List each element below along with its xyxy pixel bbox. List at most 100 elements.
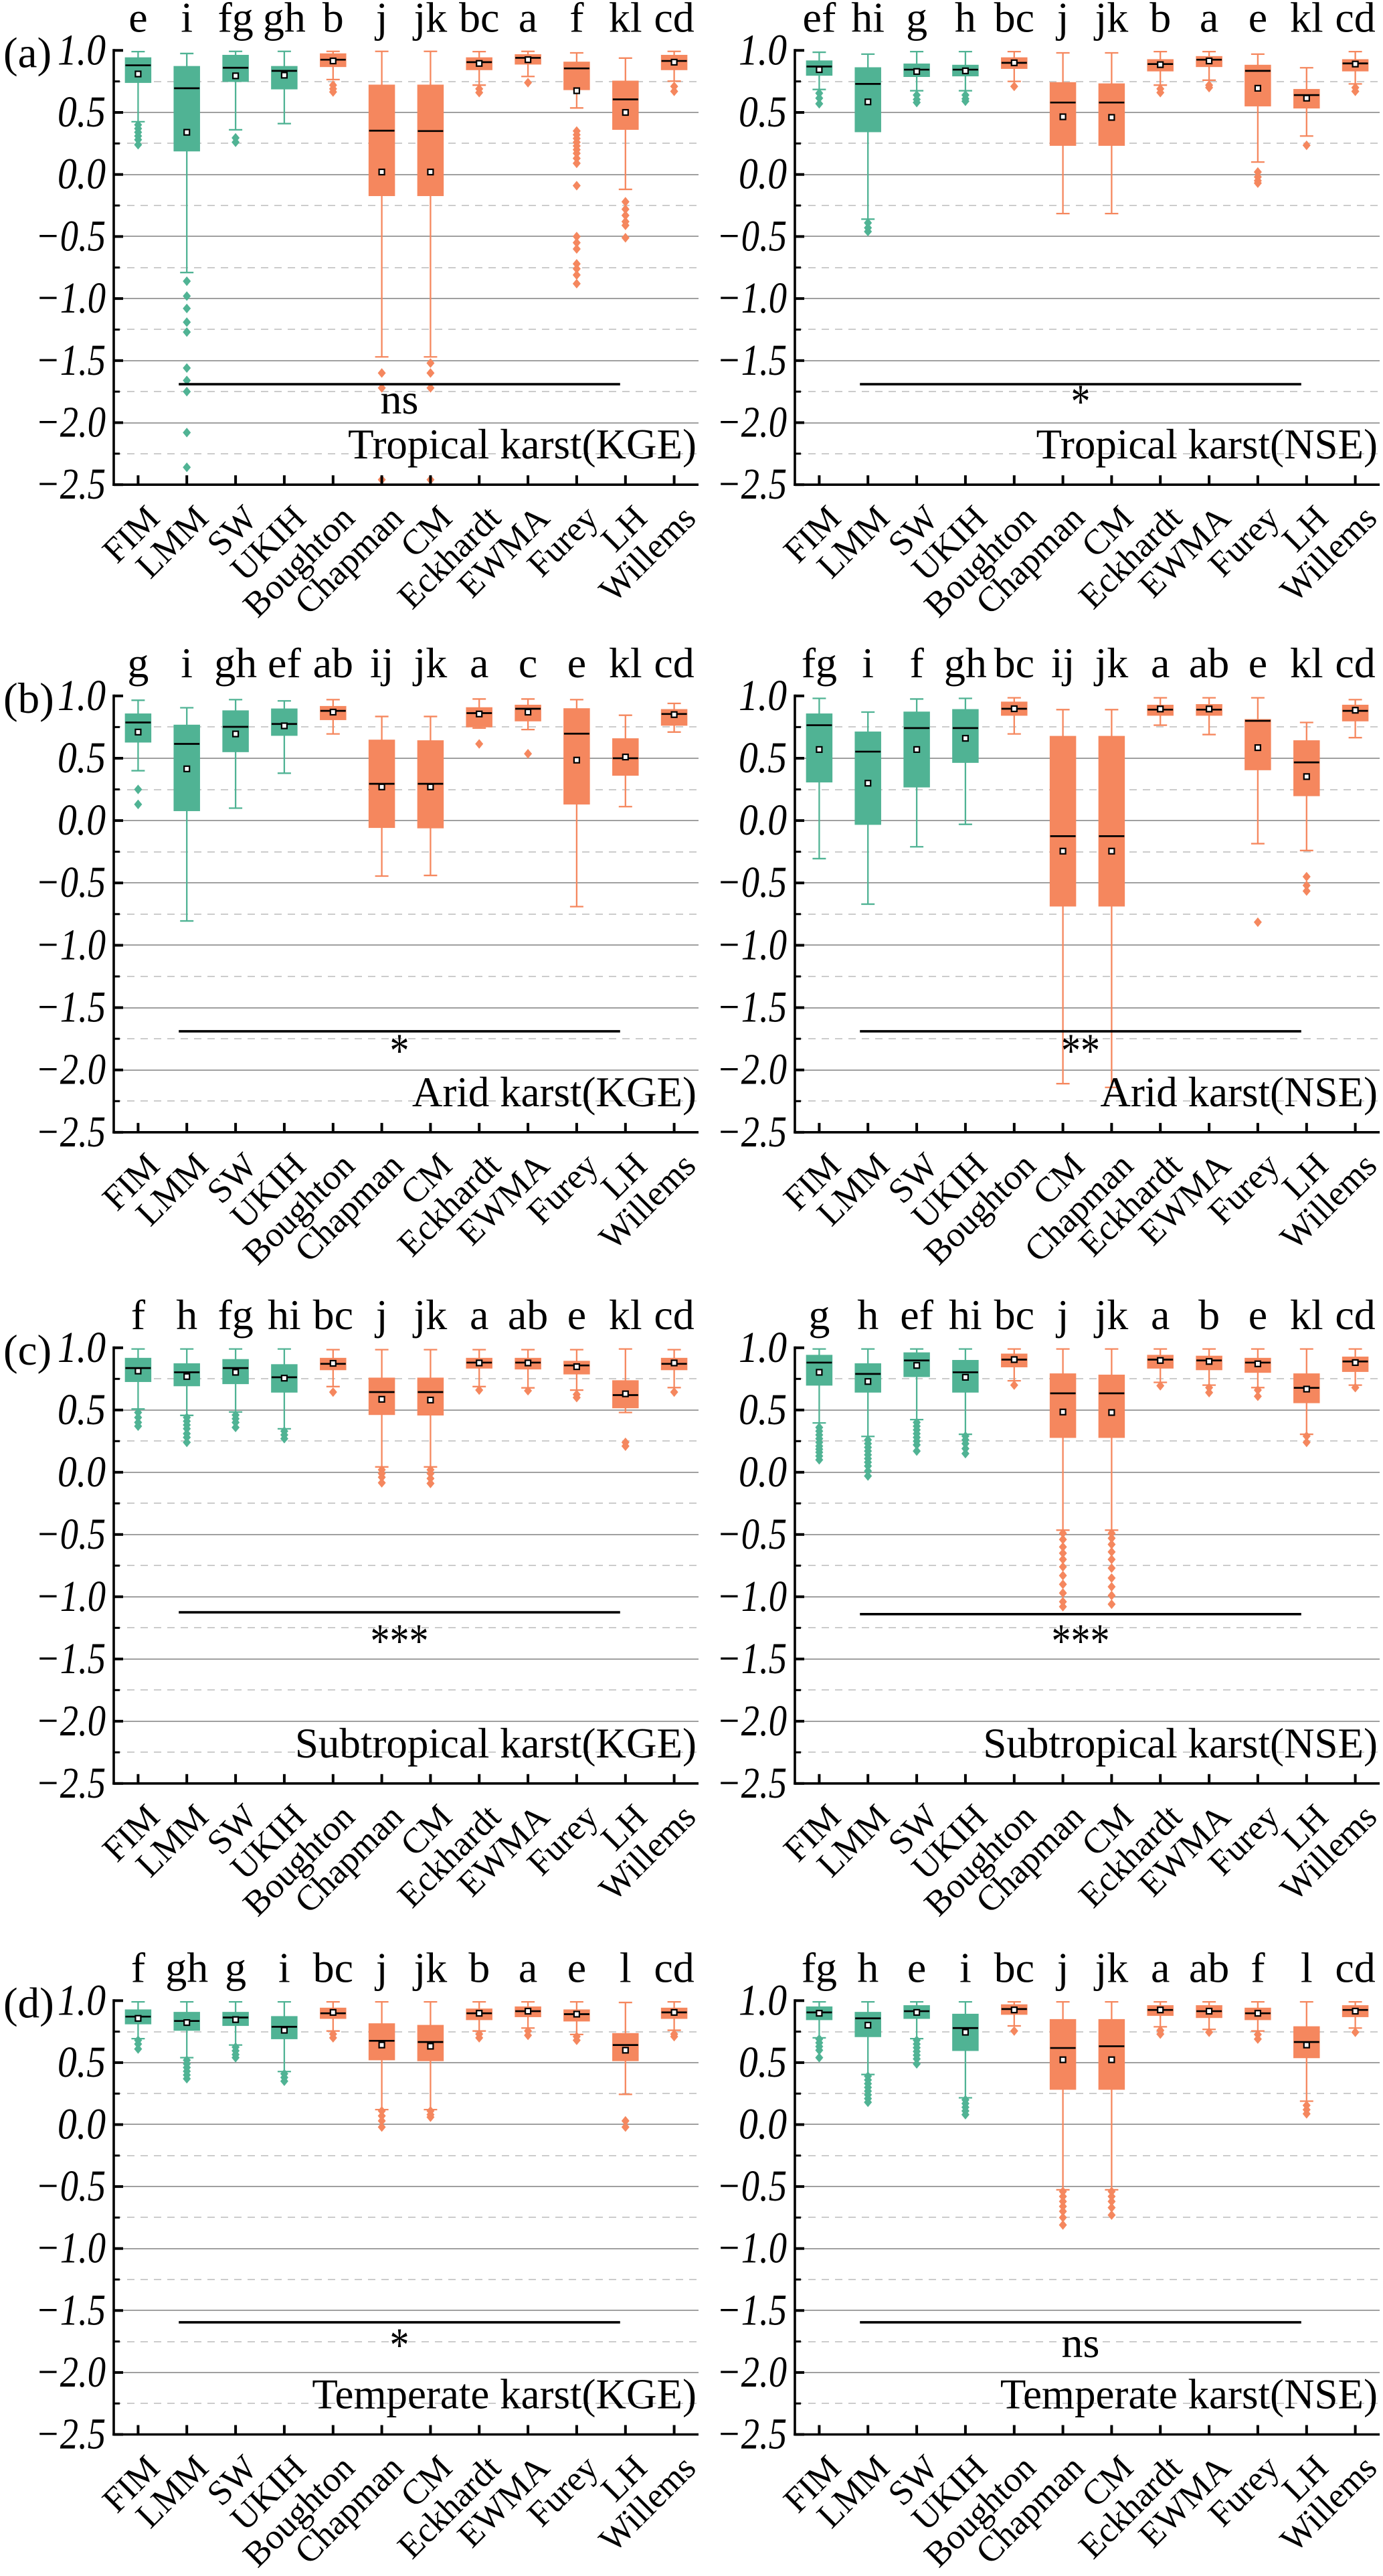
svg-text:−0.5: −0.5 [717,1510,787,1559]
svg-text:−0.5: −0.5 [717,2162,787,2211]
svg-text:0.0: 0.0 [58,1448,106,1496]
svg-text:−0.5: −0.5 [35,2162,106,2211]
svg-text:1.0: 1.0 [58,25,106,74]
svg-text:0.0: 0.0 [739,2100,787,2149]
svg-text:h: h [857,1291,879,1339]
svg-text:bc: bc [994,0,1034,41]
svg-text:a: a [1151,639,1170,687]
svg-text:(b): (b) [3,675,54,723]
svg-text:jk: jk [413,639,448,687]
svg-text:cd: cd [1335,1944,1375,1991]
svg-text:Arid karst(NSE): Arid karst(NSE) [1100,1069,1378,1116]
svg-text:bc: bc [313,1291,353,1339]
svg-text:−2.5: −2.5 [717,2410,787,2459]
svg-text:1.0: 1.0 [58,671,106,720]
svg-text:j: j [1056,0,1069,41]
svg-text:−0.5: −0.5 [35,858,106,907]
svg-text:0.5: 0.5 [58,88,106,137]
svg-text:ij: ij [370,639,394,687]
svg-text:cd: cd [1335,1291,1375,1339]
svg-text:bc: bc [459,0,499,41]
svg-text:i: i [181,0,193,41]
svg-text:1.0: 1.0 [739,25,787,74]
svg-text:b: b [1198,1291,1220,1339]
svg-text:g: g [127,639,149,687]
svg-text:ab: ab [508,1291,548,1339]
svg-text:e: e [1249,0,1267,41]
svg-text:*: * [390,2318,409,2372]
svg-text:−1.0: −1.0 [35,1572,106,1621]
svg-text:**: ** [1061,1024,1100,1078]
svg-text:e: e [567,639,586,687]
svg-text:a: a [470,1291,488,1339]
svg-text:bc: bc [313,1944,353,1991]
svg-text:h: h [176,1291,197,1339]
svg-text:−2.0: −2.0 [717,398,787,447]
svg-text:−0.5: −0.5 [717,211,787,260]
svg-text:1.0: 1.0 [739,1976,787,2025]
svg-text:f: f [131,1291,146,1339]
svg-text:−2.0: −2.0 [717,1697,787,1745]
svg-text:0.5: 0.5 [58,734,106,782]
svg-text:bc: bc [994,1944,1034,1991]
svg-text:−1.5: −1.5 [35,2286,106,2334]
svg-text:a: a [1151,1291,1170,1339]
svg-text:bc: bc [994,1291,1034,1339]
svg-text:kl: kl [1290,1291,1323,1339]
svg-text:***: *** [1052,1614,1110,1668]
svg-text:fg: fg [217,1291,253,1339]
svg-text:kl: kl [609,639,642,687]
svg-text:−1.0: −1.0 [717,274,787,323]
svg-text:ef: ef [803,0,836,41]
svg-text:gh: gh [944,639,987,687]
svg-text:ef: ef [268,639,301,687]
svg-text:Temperate karst(NSE): Temperate karst(NSE) [1000,2371,1378,2418]
svg-text:1.0: 1.0 [739,1323,787,1372]
svg-text:ab: ab [1189,1944,1229,1991]
svg-text:−2.5: −2.5 [35,1108,106,1156]
svg-text:0.5: 0.5 [58,1385,106,1434]
svg-text:j: j [375,0,388,41]
svg-text:i: i [278,1944,290,1991]
svg-text:a: a [470,639,488,687]
svg-text:e: e [1249,639,1267,687]
svg-text:jk: jk [413,1944,448,1991]
svg-text:1.0: 1.0 [58,1323,106,1372]
svg-text:g: g [225,1944,246,1991]
svg-text:ab: ab [313,639,353,687]
svg-text:kl: kl [609,0,642,41]
svg-text:−2.0: −2.0 [35,398,106,447]
svg-text:kl: kl [1290,639,1323,687]
svg-text:fg: fg [802,1944,837,1991]
svg-text:hi: hi [851,0,885,41]
svg-text:hi: hi [268,1291,301,1339]
svg-text:ns: ns [381,375,419,423]
svg-text:0.5: 0.5 [739,2038,787,2087]
svg-text:−1.0: −1.0 [717,2224,787,2273]
svg-text:ns: ns [1062,2319,1100,2367]
svg-text:ij: ij [1051,639,1075,687]
svg-text:ef: ef [900,1291,933,1339]
svg-text:−1.5: −1.5 [717,1634,787,1683]
svg-text:h: h [955,0,976,41]
svg-text:i: i [181,639,193,687]
svg-text:f: f [1251,1944,1265,1991]
svg-text:−2.5: −2.5 [35,1759,106,1808]
svg-text:cd: cd [654,1291,694,1339]
svg-text:Temperate karst(KGE): Temperate karst(KGE) [312,2371,697,2418]
svg-text:Arid karst(KGE): Arid karst(KGE) [412,1069,697,1116]
svg-text:−0.5: −0.5 [35,1510,106,1559]
svg-text:0.0: 0.0 [739,796,787,845]
svg-text:−2.0: −2.0 [35,1697,106,1745]
svg-text:(a): (a) [3,29,52,77]
svg-text:kl: kl [1290,0,1323,41]
svg-text:fg: fg [802,639,837,687]
svg-text:e: e [128,0,147,41]
svg-text:l: l [620,1944,632,1991]
svg-text:jk: jk [1094,0,1129,41]
svg-text:j: j [375,1944,388,1991]
svg-text:g: g [906,0,927,41]
svg-text:j: j [1056,1291,1069,1339]
svg-text:cd: cd [654,639,694,687]
svg-text:gh: gh [263,0,306,41]
